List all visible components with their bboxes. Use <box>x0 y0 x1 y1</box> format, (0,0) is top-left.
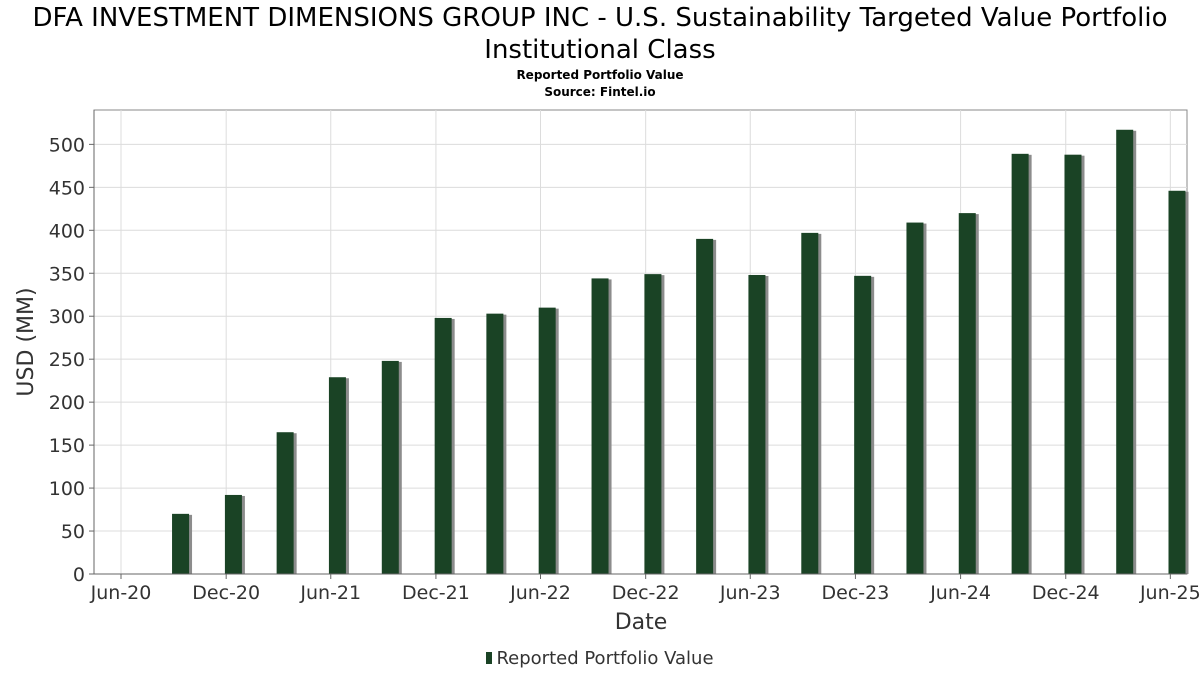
y-tick-label: 0 <box>73 564 85 586</box>
legend: Reported Portfolio Value <box>0 648 1200 669</box>
y-tick-label: 500 <box>49 134 85 156</box>
x-tick-label: Jun-24 <box>929 582 991 604</box>
bar <box>328 377 346 574</box>
y-tick-label: 300 <box>49 306 85 328</box>
chart-title: DFA INVESTMENT DIMENSIONS GROUP INC - U.… <box>32 3 1168 65</box>
bar <box>1116 129 1134 574</box>
legend-swatch <box>486 652 493 664</box>
bar <box>538 307 556 574</box>
x-tick-label: Jun-22 <box>509 582 571 604</box>
y-axis-title: USD (MM) <box>14 287 39 396</box>
x-tick-label: Jun-21 <box>299 582 361 604</box>
x-tick-label: Jun-23 <box>719 582 781 604</box>
x-tick-label: Dec-22 <box>612 582 680 604</box>
bar <box>276 432 294 574</box>
x-axis-title: Date <box>615 610 668 635</box>
bar <box>172 513 190 574</box>
x-tick-label: Dec-20 <box>192 582 260 604</box>
y-tick-label: 250 <box>49 349 85 371</box>
x-tick-label: Dec-21 <box>402 582 470 604</box>
y-tick-label: 400 <box>49 220 85 242</box>
x-tick-label: Jun-20 <box>90 582 152 604</box>
x-tick-label: Dec-24 <box>1032 582 1100 604</box>
chart-source: Source: Fintel.io <box>544 85 656 99</box>
y-tick-label: 450 <box>49 177 85 199</box>
legend-label: Reported Portfolio Value <box>496 648 714 669</box>
chart-subtitle: Reported Portfolio Value <box>516 68 684 82</box>
x-tick-label: Jun-25 <box>1139 582 1200 604</box>
bar <box>644 274 662 574</box>
bar <box>906 222 924 574</box>
bar <box>801 232 819 574</box>
bar <box>958 213 976 574</box>
x-tick-label: Dec-23 <box>822 582 890 604</box>
y-tick-label: 150 <box>49 435 85 457</box>
bar <box>1011 153 1029 575</box>
bar <box>696 238 714 574</box>
y-tick-label: 200 <box>49 392 85 414</box>
bar <box>434 317 452 574</box>
bar <box>748 274 766 574</box>
bar <box>381 360 399 574</box>
y-tick-label: 350 <box>49 263 85 285</box>
bar <box>854 275 872 574</box>
bar <box>591 278 609 574</box>
y-tick-label: 50 <box>61 521 85 543</box>
y-tick-label: 100 <box>49 478 85 500</box>
bar <box>1168 190 1186 574</box>
bar <box>1064 154 1082 574</box>
bar <box>486 313 504 574</box>
bar <box>224 494 242 574</box>
